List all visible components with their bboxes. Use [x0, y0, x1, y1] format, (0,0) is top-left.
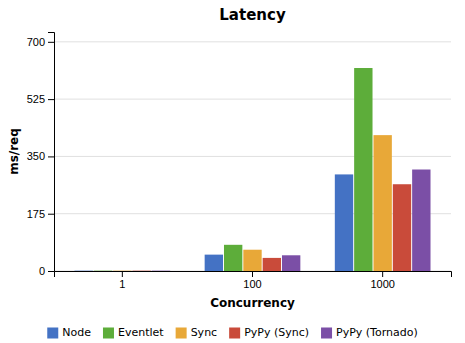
legend-item: Sync [176, 326, 218, 339]
bar [354, 68, 372, 271]
bar [282, 255, 300, 271]
series [74, 174, 353, 271]
x-tick-label: 1000 [370, 278, 394, 290]
bar [412, 170, 430, 271]
y-tick-mark [48, 42, 54, 43]
bar [243, 250, 261, 271]
bar [113, 270, 131, 271]
y-tick-label: 700 [27, 36, 45, 48]
bar [263, 258, 281, 271]
bar [74, 270, 92, 271]
x-tick-mark [122, 271, 123, 277]
x-tick: 100 [243, 271, 261, 290]
y-tick: 175 [27, 208, 54, 220]
y-axis-line [48, 33, 55, 272]
plot: 1 100 1000 0 175 350 525 700 [27, 33, 452, 290]
legend-label: PyPy (Tornado) [336, 326, 418, 339]
legend-label: Eventlet [118, 326, 164, 339]
series [152, 170, 431, 271]
legend-label: Node [62, 326, 91, 339]
x-axis: 1 100 1000 [55, 271, 452, 290]
y-tick-mark [48, 99, 54, 100]
x-tick-label: 100 [243, 278, 261, 290]
legend-swatch [176, 328, 187, 339]
grid [54, 42, 451, 271]
x-tick-label: 1 [119, 278, 125, 290]
x-tick-mark [252, 271, 253, 277]
x-axis-title: Concurrency [210, 296, 295, 310]
title: Latency [219, 6, 286, 24]
legend-swatch [229, 328, 240, 339]
bar [393, 184, 411, 271]
legend-item: Eventlet [103, 326, 164, 339]
y-tick: 0 [39, 265, 54, 277]
legend: Node Eventlet Sync PyPy (Sync) PyPy (Tornado… [47, 326, 417, 339]
y-tick: 525 [27, 93, 54, 105]
series [94, 68, 373, 271]
legend-item: PyPy (Tornado) [321, 326, 418, 339]
y-tick-mark [48, 271, 54, 272]
legend-swatch [47, 328, 58, 339]
y-tick-mark [48, 214, 54, 215]
y-tick-label: 175 [27, 208, 45, 220]
legend-swatch [321, 328, 332, 339]
x-tick-mark [382, 271, 383, 277]
bar [224, 245, 242, 271]
y-tick: 700 [27, 36, 54, 48]
bar [335, 174, 353, 271]
grid-line [54, 99, 451, 100]
bar [94, 270, 112, 271]
y-tick-label: 350 [27, 150, 45, 162]
bar [205, 255, 223, 271]
bars [74, 68, 430, 271]
x-tick: 1000 [370, 271, 394, 290]
bar [152, 270, 170, 271]
legend-label: PyPy (Sync) [244, 326, 309, 339]
y-tick-label: 525 [27, 93, 45, 105]
y-tick: 350 [27, 150, 54, 162]
legend-swatch [103, 328, 114, 339]
legend-label: Sync [191, 326, 218, 339]
y-axis-title: ms/req [7, 128, 21, 175]
series [113, 135, 392, 271]
y-tick-label: 0 [39, 265, 45, 277]
chart: 1 100 1000 0 175 350 525 700 Latency Concurrency m… [0, 0, 465, 343]
y-tick-mark [48, 156, 54, 157]
bar [132, 270, 150, 271]
legend-item: PyPy (Sync) [229, 326, 309, 339]
series [132, 184, 411, 271]
bar [373, 135, 391, 271]
grid-line [54, 41, 451, 42]
legend-item: Node [47, 326, 91, 339]
x-tick: 1 [119, 271, 125, 290]
x-axis-line [55, 272, 452, 278]
y-axis: 0 175 350 525 700 [27, 33, 55, 278]
